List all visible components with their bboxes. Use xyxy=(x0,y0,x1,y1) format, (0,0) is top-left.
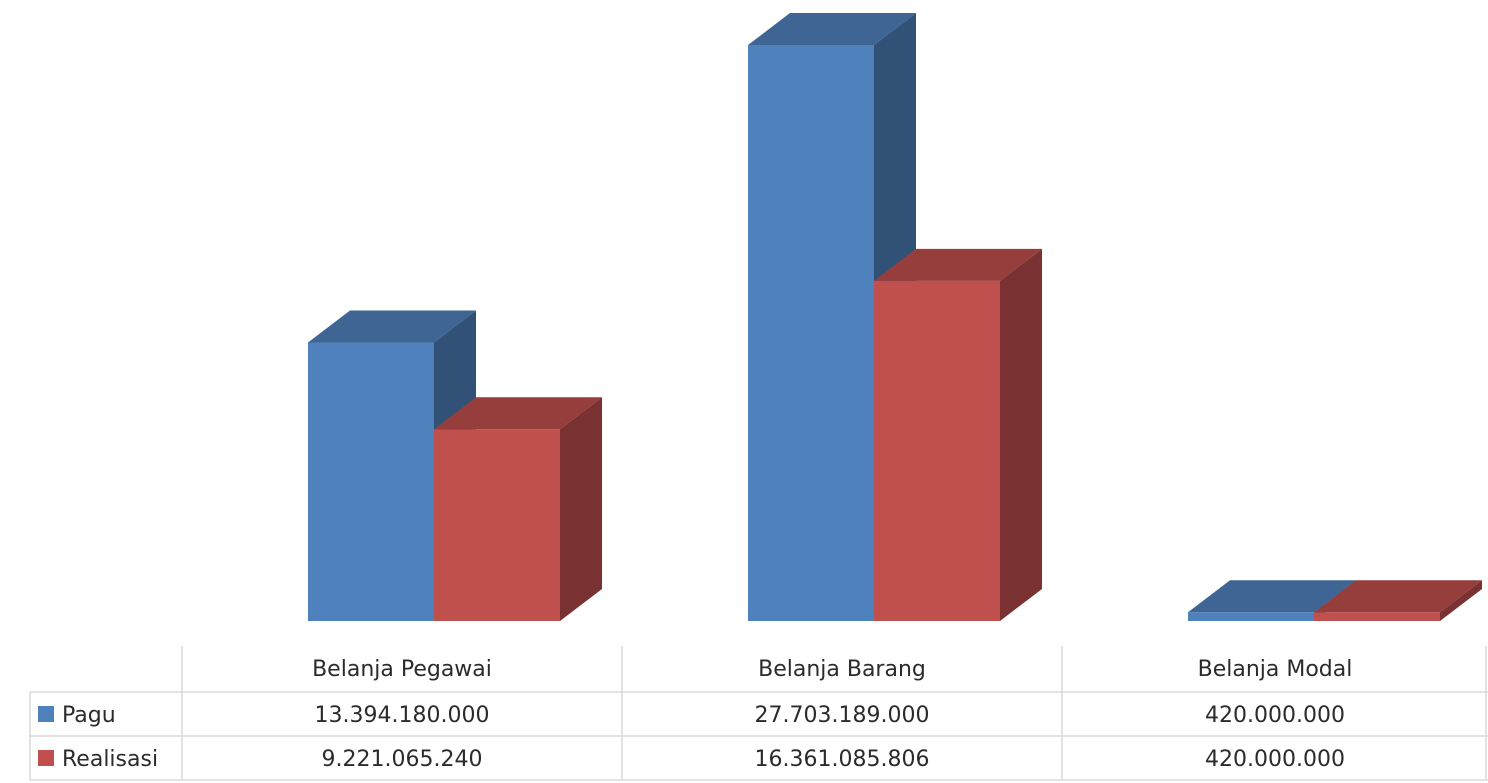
bar-chart-plot xyxy=(308,13,1482,621)
table-header-category: Belanja Pegawai xyxy=(312,657,492,682)
data-label-realisasi-0: 9.221.065.240 xyxy=(322,747,483,772)
data-table: Belanja Pegawai Belanja Barang Belanja Mod… xyxy=(29,646,1488,781)
bar-top-face xyxy=(434,397,602,430)
bar-front-face xyxy=(434,429,560,621)
bar-front-face xyxy=(308,342,434,621)
bar-group-0 xyxy=(308,310,602,621)
legend-label-realisasi: Realisasi xyxy=(62,747,158,772)
table-header-category: Belanja Barang xyxy=(758,657,926,682)
bar-front-face xyxy=(748,45,874,621)
bar-top-face xyxy=(1314,580,1482,613)
bar-front-face xyxy=(1188,612,1314,621)
bar-side-face xyxy=(560,397,602,621)
bar-front-face xyxy=(1314,612,1440,621)
bar-realisasi-1 xyxy=(874,248,1042,621)
data-label-pagu-1: 27.703.189.000 xyxy=(755,703,930,728)
data-label-realisasi-1: 16.361.085.806 xyxy=(755,747,930,772)
bar-realisasi-0 xyxy=(434,397,602,621)
bar-group-2 xyxy=(1188,580,1482,621)
bar-top-face xyxy=(748,13,916,45)
legend-label-pagu: Pagu xyxy=(62,703,116,728)
data-label-pagu-0: 13.394.180.000 xyxy=(315,703,490,728)
bar-group-1 xyxy=(748,13,1042,621)
bar-top-face xyxy=(1188,580,1356,613)
legend-key-pagu xyxy=(38,706,54,722)
bar-top-face xyxy=(874,248,1042,281)
legend-key-realisasi xyxy=(38,750,54,766)
table-header-category: Belanja Modal xyxy=(1198,657,1353,682)
bar-side-face xyxy=(1000,248,1042,621)
bar-realisasi-2 xyxy=(1314,580,1482,621)
bar-side-face xyxy=(1440,580,1482,621)
bar-front-face xyxy=(874,280,1000,621)
bar-top-face xyxy=(308,310,476,343)
data-label-realisasi-2: 420.000.000 xyxy=(1205,747,1345,772)
data-label-pagu-2: 420.000.000 xyxy=(1205,703,1345,728)
